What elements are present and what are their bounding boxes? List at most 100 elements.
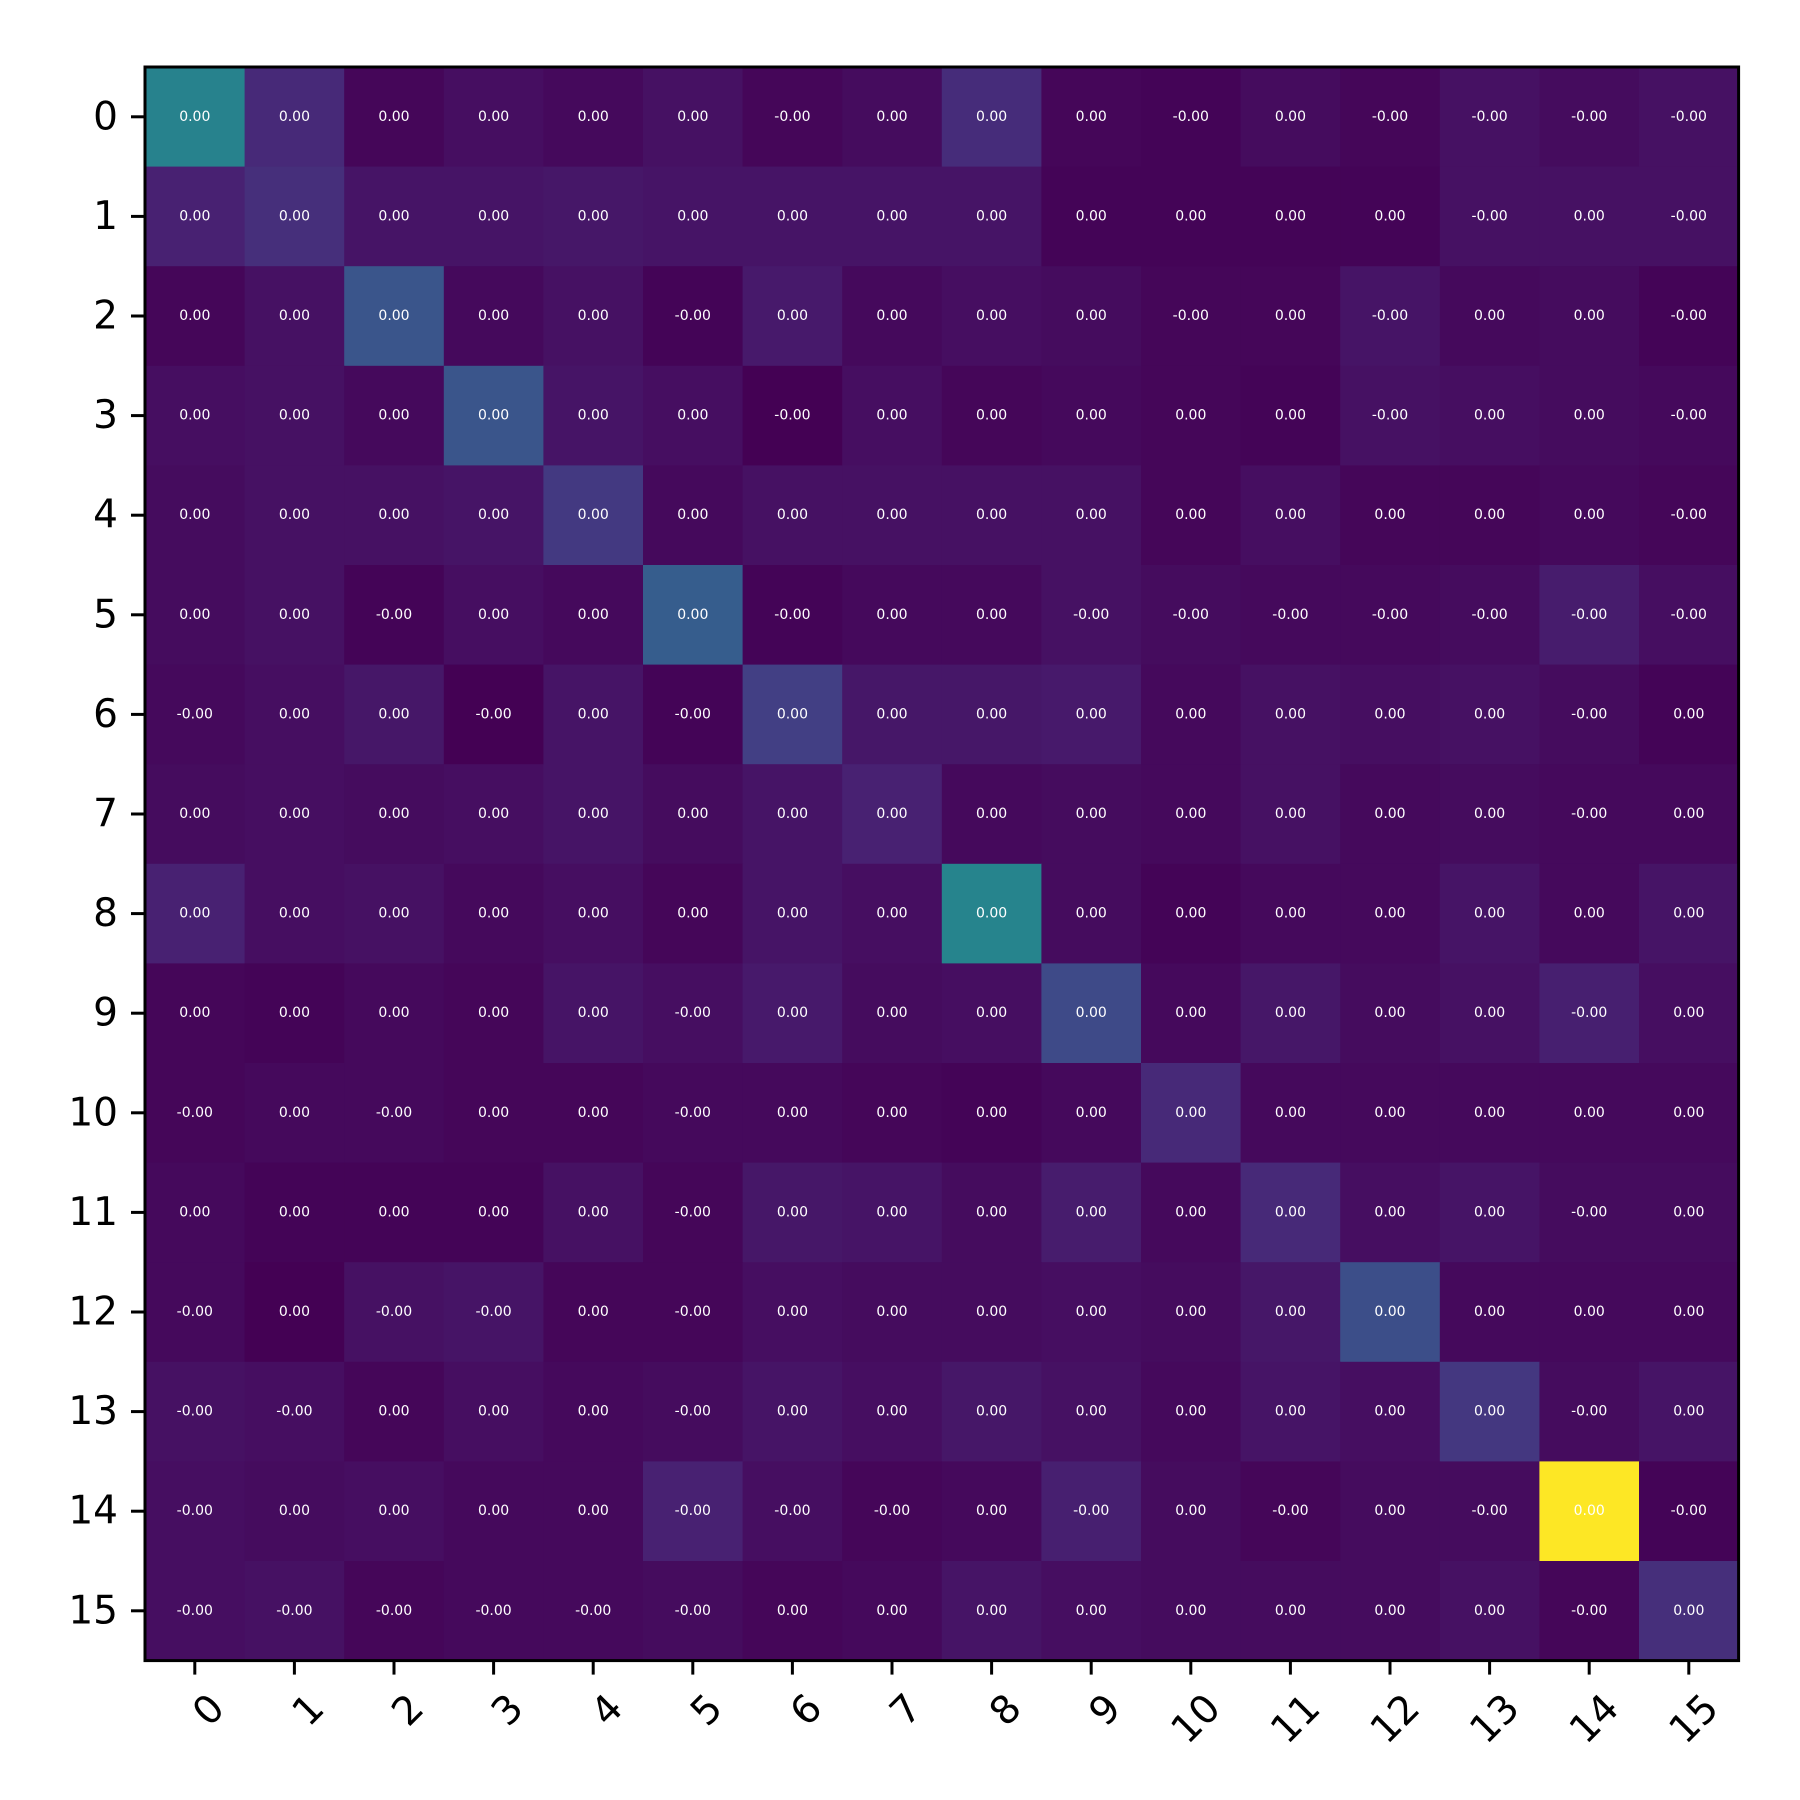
x-tick-label: 13 — [1462, 1686, 1529, 1753]
cell-value-label: 0.00 — [1474, 1603, 1505, 1619]
cell-value-label: 0.00 — [1374, 1603, 1405, 1619]
heatmap-cell-r5-c5 — [643, 565, 744, 666]
cell-value-label: 0.00 — [179, 208, 210, 224]
cell-value-label: 0.00 — [1175, 1503, 1206, 1519]
heatmap-cell-r2-c15 — [1639, 266, 1740, 367]
heatmap-cell-r0-c11 — [1240, 67, 1341, 168]
cell-value-label: 0.00 — [279, 408, 310, 424]
heatmap-cell-r12-c0 — [145, 1262, 246, 1363]
cell-value-label: 0.00 — [976, 1105, 1007, 1121]
cell-value-label: 0.00 — [1175, 1304, 1206, 1320]
cell-value-label: 0.00 — [976, 706, 1007, 722]
cell-value-label: 0.00 — [578, 507, 609, 523]
heatmap-cell-r1-c0 — [145, 166, 246, 267]
cell-value-label: -0.00 — [1173, 607, 1209, 623]
heatmap-cell-r12-c2 — [344, 1262, 445, 1363]
cell-value-label: -0.00 — [1471, 208, 1507, 224]
heatmap-cell-r12-c11 — [1240, 1262, 1341, 1363]
cell-value-label: 0.00 — [1275, 706, 1306, 722]
cell-value-label: -0.00 — [376, 1105, 412, 1121]
heatmap-cell-r6-c10 — [1141, 664, 1242, 765]
heatmap-cell-r2-c10 — [1141, 266, 1242, 367]
cell-value-label: 0.00 — [578, 806, 609, 822]
heatmap-cell-r10-c11 — [1240, 1063, 1341, 1164]
cell-value-label: 0.00 — [478, 1503, 509, 1519]
cell-value-label: -0.00 — [1571, 806, 1607, 822]
heatmap-cell-r11-c10 — [1141, 1162, 1242, 1263]
heatmap-cell-r4-c3 — [443, 465, 544, 566]
cell-value-label: -0.00 — [874, 1503, 910, 1519]
heatmap-cell-r6-c11 — [1240, 664, 1341, 765]
heatmap-cell-r14-c9 — [1041, 1461, 1142, 1562]
cell-value-label: 0.00 — [1275, 1404, 1306, 1420]
heatmap-cell-r7-c5 — [643, 764, 744, 865]
cell-value-label: 0.00 — [1474, 408, 1505, 424]
heatmap-cell-r11-c15 — [1639, 1162, 1740, 1263]
heatmap-cell-r8-c3 — [443, 863, 544, 964]
heatmap-cell-r14-c13 — [1439, 1461, 1540, 1562]
heatmap-cell-r14-c1 — [244, 1461, 345, 1562]
heatmap-cell-r13-c6 — [742, 1361, 843, 1462]
cell-value-label: 0.00 — [777, 706, 808, 722]
heatmap-cell-r6-c8 — [941, 664, 1042, 765]
cell-value-label: 0.00 — [1076, 208, 1107, 224]
y-tick-label: 8 — [93, 891, 118, 936]
cell-value-label: -0.00 — [276, 1404, 312, 1420]
heatmap-cell-r10-c15 — [1639, 1063, 1740, 1164]
cell-value-label: -0.00 — [475, 1304, 511, 1320]
heatmap-cell-r14-c8 — [941, 1461, 1042, 1562]
cell-value-label: 0.00 — [677, 806, 708, 822]
heatmap-cell-r10-c7 — [842, 1063, 943, 1164]
heatmap-cell-r0-c13 — [1439, 67, 1540, 168]
heatmap-cell-r15-c10 — [1141, 1561, 1242, 1662]
cell-value-label: 0.00 — [578, 607, 609, 623]
cell-value-label: 0.00 — [777, 308, 808, 324]
cell-value-label: 0.00 — [1474, 1304, 1505, 1320]
cell-value-label: 0.00 — [1175, 706, 1206, 722]
y-tick-label: 9 — [93, 991, 118, 1036]
cell-value-label: 0.00 — [1275, 1204, 1306, 1220]
cell-value-label: 0.00 — [279, 1005, 310, 1021]
heatmap-cell-r10-c9 — [1041, 1063, 1142, 1164]
heatmap-cell-r8-c15 — [1639, 863, 1740, 964]
cell-value-label: 0.00 — [976, 408, 1007, 424]
heatmap-cell-r13-c12 — [1340, 1361, 1441, 1462]
heatmap-cell-r0-c9 — [1041, 67, 1142, 168]
heatmap-cell-r5-c14 — [1539, 565, 1640, 666]
heatmap-cell-r1-c11 — [1240, 166, 1341, 267]
x-tick-label: 14 — [1561, 1686, 1628, 1753]
cell-value-label: 0.00 — [578, 1503, 609, 1519]
heatmap-cell-r9-c5 — [643, 963, 744, 1064]
heatmap-cell-r3-c2 — [344, 365, 445, 466]
cell-value-label: 0.00 — [279, 906, 310, 922]
cell-value-label: -0.00 — [675, 706, 711, 722]
cell-value-label: 0.00 — [1574, 1503, 1605, 1519]
heatmap-cell-r13-c14 — [1539, 1361, 1640, 1462]
heatmap-cell-r11-c11 — [1240, 1162, 1341, 1263]
cell-value-label: -0.00 — [675, 1603, 711, 1619]
heatmap-cell-r14-c10 — [1141, 1461, 1242, 1562]
cell-value-label: 0.00 — [876, 906, 907, 922]
heatmap-cell-r14-c3 — [443, 1461, 544, 1562]
heatmap-cell-r9-c11 — [1240, 963, 1341, 1064]
heatmap-cell-r8-c12 — [1340, 863, 1441, 964]
cell-value-label: 0.00 — [1076, 308, 1107, 324]
cell-value-label: -0.00 — [675, 1404, 711, 1420]
heatmap-cell-r5-c11 — [1240, 565, 1341, 666]
cell-value-label: -0.00 — [774, 1503, 810, 1519]
heatmap-cell-r4-c0 — [145, 465, 246, 566]
cell-value-label: -0.00 — [1073, 1503, 1109, 1519]
heatmap-cell-r7-c2 — [344, 764, 445, 865]
heatmap-cell-r13-c0 — [145, 1361, 246, 1462]
heatmap-cell-r1-c8 — [941, 166, 1042, 267]
heatmap-cell-r8-c0 — [145, 863, 246, 964]
y-tick-label: 12 — [68, 1290, 118, 1335]
heatmap-cell-r2-c7 — [842, 266, 943, 367]
heatmap-cell-r11-c4 — [543, 1162, 644, 1263]
heatmap-cell-r9-c14 — [1539, 963, 1640, 1064]
cell-value-label: 0.00 — [378, 806, 409, 822]
cell-value-label: 0.00 — [1374, 1304, 1405, 1320]
heatmap-cell-r15-c3 — [443, 1561, 544, 1662]
heatmap-cell-r11-c5 — [643, 1162, 744, 1263]
cell-value-label: 0.00 — [1275, 906, 1306, 922]
